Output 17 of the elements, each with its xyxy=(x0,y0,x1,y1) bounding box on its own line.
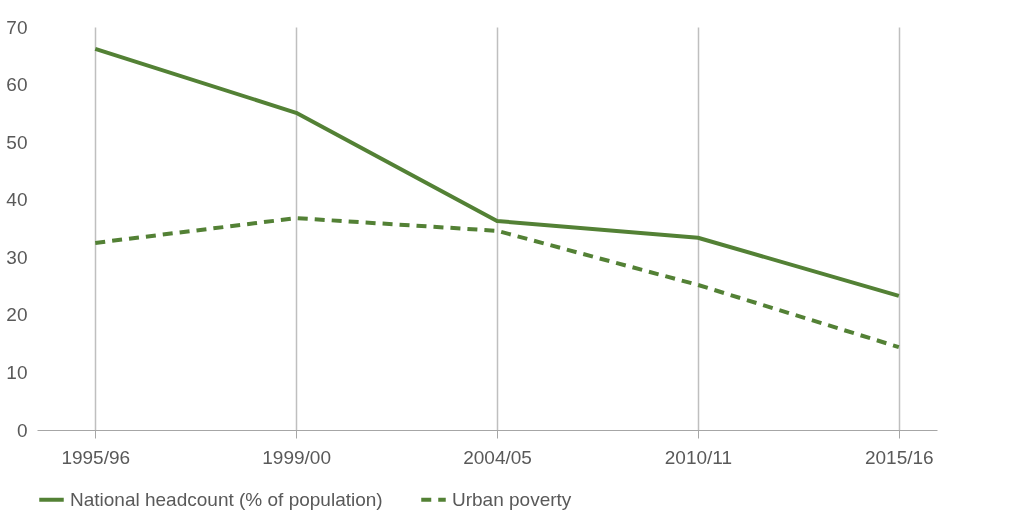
y-tick-label: 50 xyxy=(6,131,28,153)
x-tick-label: 1995/96 xyxy=(61,446,131,468)
y-tick-label: 40 xyxy=(6,189,28,211)
x-tick-label: 2010/11 xyxy=(664,446,733,468)
y-tick-label: 30 xyxy=(6,246,28,268)
x-tick-label: 2015/16 xyxy=(864,446,934,468)
x-tick-label: 2004/05 xyxy=(463,446,532,468)
y-tick-label: 70 xyxy=(6,16,28,38)
y-tick-label: 10 xyxy=(6,361,28,383)
legend-label: National headcount (% of population) xyxy=(70,488,383,510)
legend-label: Urban poverty xyxy=(452,488,572,510)
x-tick-label: 1999/00 xyxy=(262,446,331,468)
y-tick-label: 60 xyxy=(6,74,28,96)
line-series xyxy=(93,216,901,350)
y-tick-label: 20 xyxy=(6,304,28,326)
line-series xyxy=(93,46,901,298)
y-tick-label: 0 xyxy=(16,419,28,441)
